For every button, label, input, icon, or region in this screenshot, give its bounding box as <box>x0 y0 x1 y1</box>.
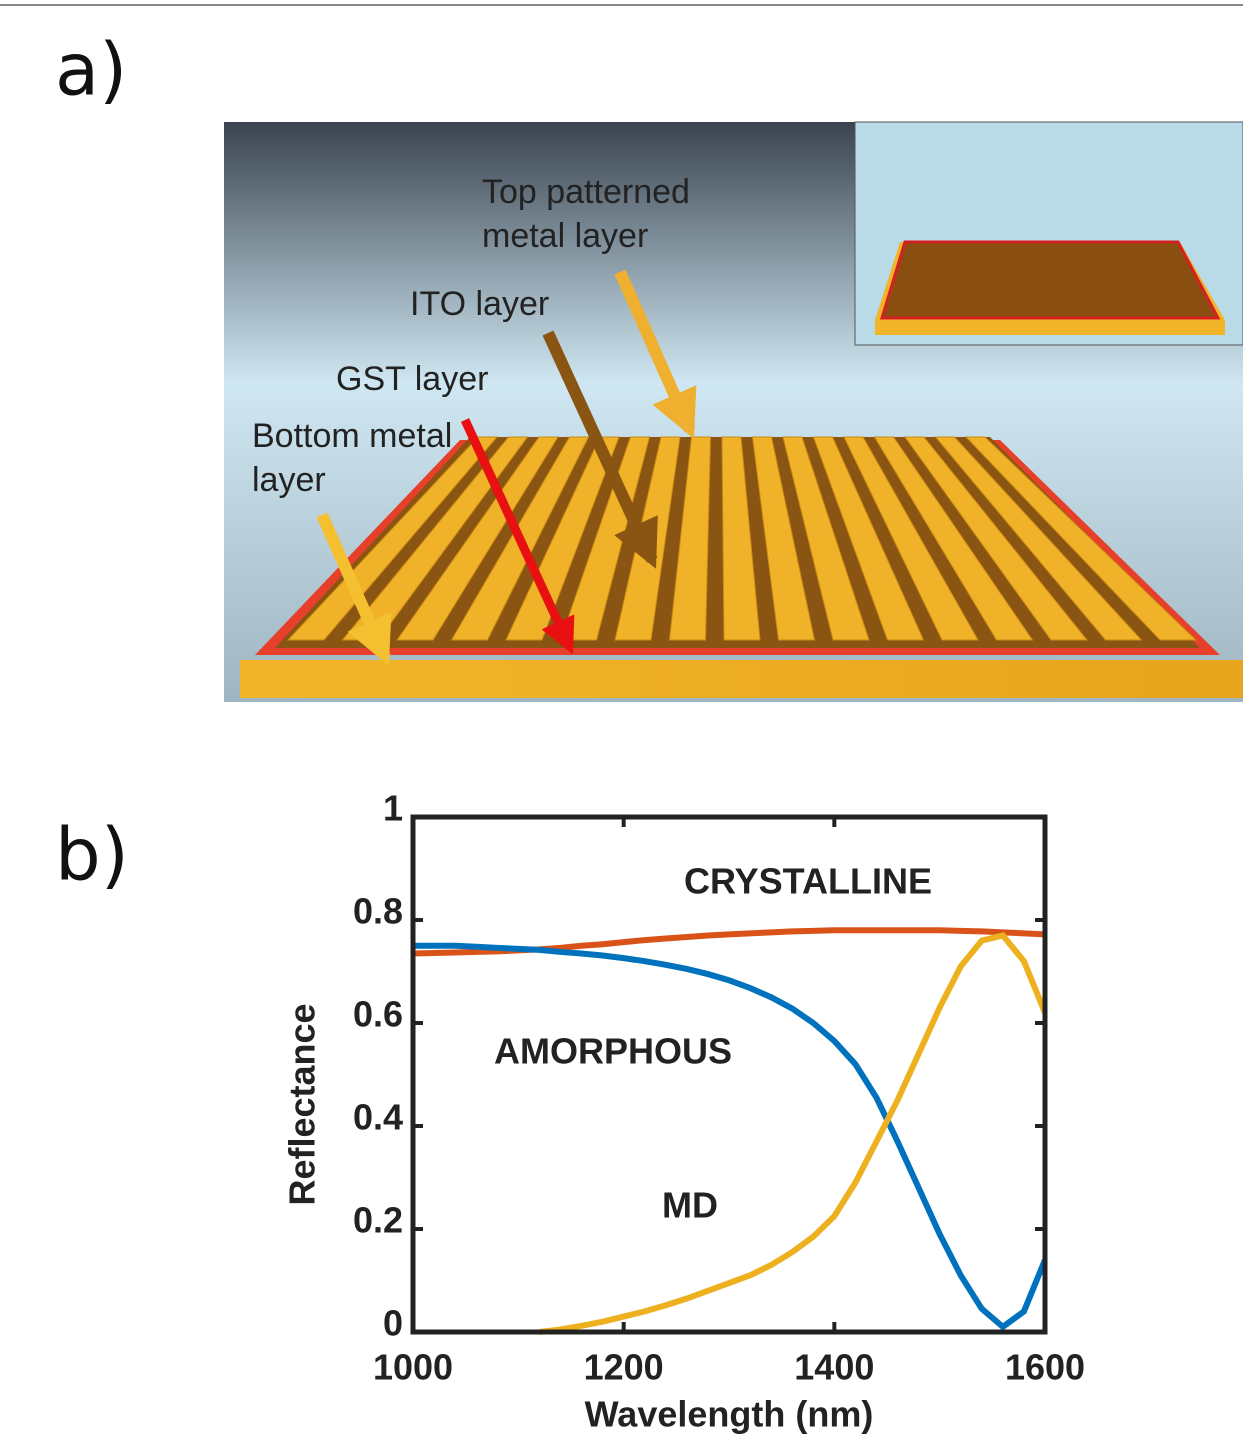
y-tick-label: 1 <box>383 788 403 829</box>
label: ITO layer <box>410 285 549 323</box>
x-axis-label: Wavelength (nm) <box>585 1394 874 1435</box>
y-tick-label: 0.2 <box>353 1200 403 1241</box>
x-tick-label: 1000 <box>373 1347 453 1388</box>
series-label: AMORPHOUS <box>494 1031 732 1072</box>
y-tick-label: 0 <box>383 1303 403 1344</box>
panel-label: b) <box>55 813 129 897</box>
inset-top <box>882 242 1218 318</box>
x-tick-label: 1400 <box>794 1347 874 1388</box>
bottom-metal <box>240 660 1243 698</box>
series-line <box>539 935 1045 1332</box>
x-tick-label: 1600 <box>1005 1347 1085 1388</box>
series-label: MD <box>662 1185 718 1226</box>
x-tick-label: 1200 <box>584 1347 664 1388</box>
y-tick-label: 0.6 <box>353 994 403 1035</box>
series-line <box>413 946 1045 1327</box>
figure: a) b) Top patternedmetal layer ITO layer… <box>0 0 1243 1439</box>
panel-label: a) <box>55 28 127 112</box>
series-label: CRYSTALLINE <box>684 861 932 902</box>
chart: 0 0.2 0.4 0.6 0.8 1 1000 1200 1400 1600 Wavelength… <box>282 788 1086 1435</box>
y-tick-label: 0.8 <box>353 891 403 932</box>
label: GST layer <box>336 360 488 398</box>
y-tick-label: 0.4 <box>353 1097 403 1138</box>
y-axis-label: Reflectance <box>282 1003 323 1205</box>
